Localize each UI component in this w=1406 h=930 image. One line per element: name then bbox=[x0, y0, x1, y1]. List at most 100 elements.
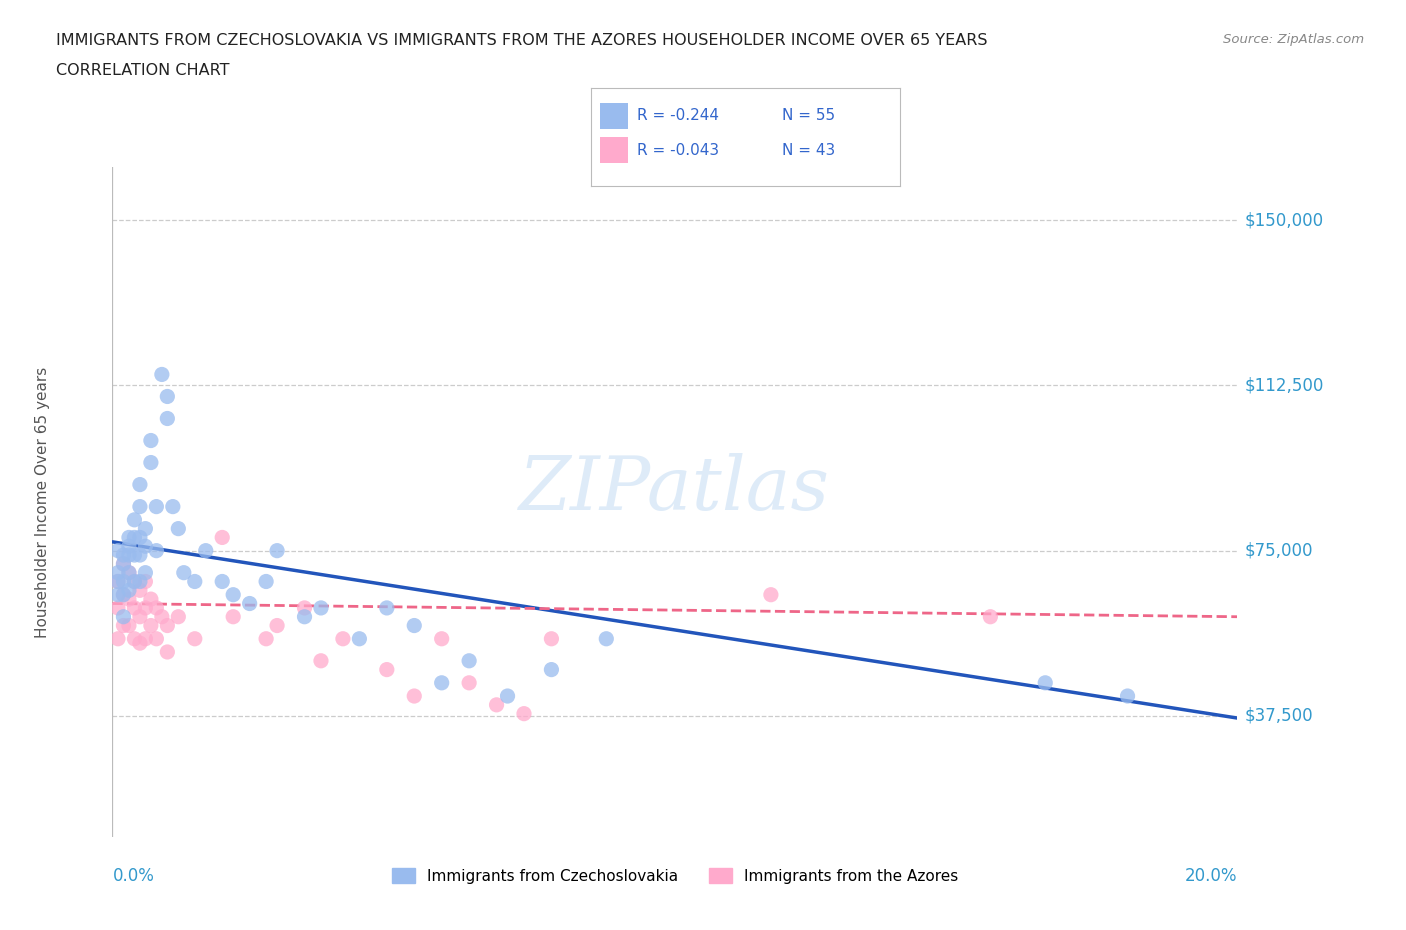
Bar bbox=[600, 138, 627, 163]
Point bbox=[118, 618, 141, 633]
Point bbox=[404, 688, 426, 703]
Text: $150,000: $150,000 bbox=[1244, 211, 1323, 230]
Point bbox=[184, 631, 207, 646]
Text: R = -0.043: R = -0.043 bbox=[637, 142, 718, 157]
Text: $112,500: $112,500 bbox=[1244, 377, 1323, 394]
Point bbox=[309, 601, 332, 616]
Point bbox=[430, 631, 453, 646]
Point bbox=[124, 631, 146, 646]
Text: $37,500: $37,500 bbox=[1244, 707, 1313, 724]
Text: N = 43: N = 43 bbox=[782, 142, 835, 157]
Point bbox=[485, 698, 508, 712]
Point bbox=[375, 662, 398, 677]
Text: IMMIGRANTS FROM CZECHOSLOVAKIA VS IMMIGRANTS FROM THE AZORES HOUSEHOLDER INCOME : IMMIGRANTS FROM CZECHOSLOVAKIA VS IMMIGR… bbox=[56, 33, 988, 47]
Point bbox=[112, 587, 135, 602]
Point bbox=[107, 574, 129, 589]
Point bbox=[112, 587, 135, 602]
Point bbox=[759, 587, 782, 602]
Legend: Immigrants from Czechoslovakia, Immigrants from the Azores: Immigrants from Czechoslovakia, Immigran… bbox=[385, 861, 965, 890]
Point bbox=[222, 609, 245, 624]
Text: CORRELATION CHART: CORRELATION CHART bbox=[56, 63, 229, 78]
Text: N = 55: N = 55 bbox=[782, 108, 835, 123]
Point bbox=[112, 548, 135, 563]
Point bbox=[134, 521, 156, 536]
Point bbox=[124, 512, 146, 527]
Point bbox=[139, 618, 162, 633]
Point bbox=[124, 548, 146, 563]
Point bbox=[134, 601, 156, 616]
Point bbox=[309, 654, 332, 669]
Point bbox=[332, 631, 354, 646]
Point bbox=[107, 601, 129, 616]
Point bbox=[118, 583, 141, 598]
Point bbox=[107, 543, 129, 558]
Point bbox=[107, 565, 129, 580]
Point bbox=[211, 574, 233, 589]
Point bbox=[375, 601, 398, 616]
Point bbox=[222, 587, 245, 602]
Point bbox=[211, 530, 233, 545]
Bar bbox=[600, 103, 627, 128]
Point bbox=[595, 631, 617, 646]
Point bbox=[254, 631, 277, 646]
Point bbox=[112, 556, 135, 571]
Point bbox=[129, 583, 152, 598]
Point bbox=[162, 499, 184, 514]
Point bbox=[112, 556, 135, 571]
Point bbox=[129, 477, 152, 492]
Point bbox=[266, 618, 288, 633]
Point bbox=[134, 574, 156, 589]
Point bbox=[129, 530, 152, 545]
Point bbox=[112, 609, 135, 624]
Point bbox=[107, 587, 129, 602]
Point bbox=[513, 706, 536, 721]
Point bbox=[129, 574, 152, 589]
Point bbox=[156, 644, 179, 659]
Point bbox=[167, 609, 190, 624]
Point bbox=[124, 574, 146, 589]
Point bbox=[145, 631, 167, 646]
Point bbox=[1033, 675, 1056, 690]
Point bbox=[134, 565, 156, 580]
Point bbox=[404, 618, 426, 633]
Point bbox=[458, 675, 481, 690]
Point bbox=[139, 591, 162, 606]
Point bbox=[118, 538, 141, 553]
Point bbox=[496, 688, 519, 703]
Point bbox=[173, 565, 195, 580]
Point bbox=[167, 521, 190, 536]
Point bbox=[266, 543, 288, 558]
Point bbox=[118, 565, 141, 580]
Point bbox=[150, 367, 173, 382]
Point bbox=[1116, 688, 1139, 703]
Point bbox=[156, 618, 179, 633]
Point bbox=[145, 601, 167, 616]
Point bbox=[107, 574, 129, 589]
Point bbox=[430, 675, 453, 690]
Point bbox=[139, 455, 162, 470]
Text: ZIPatlas: ZIPatlas bbox=[519, 453, 831, 525]
Point bbox=[118, 565, 141, 580]
Point bbox=[184, 574, 207, 589]
Point bbox=[112, 618, 135, 633]
Point bbox=[239, 596, 262, 611]
Point bbox=[118, 591, 141, 606]
Point bbox=[294, 601, 316, 616]
Text: Source: ZipAtlas.com: Source: ZipAtlas.com bbox=[1223, 33, 1364, 46]
Text: Householder Income Over 65 years: Householder Income Over 65 years bbox=[35, 366, 49, 638]
Point bbox=[129, 548, 152, 563]
Text: R = -0.244: R = -0.244 bbox=[637, 108, 718, 123]
Point bbox=[129, 609, 152, 624]
Point bbox=[150, 609, 173, 624]
Point bbox=[139, 433, 162, 448]
Point bbox=[254, 574, 277, 589]
Point bbox=[124, 601, 146, 616]
Point bbox=[458, 654, 481, 669]
Point bbox=[979, 609, 1001, 624]
Point bbox=[145, 499, 167, 514]
Point bbox=[156, 411, 179, 426]
Point bbox=[118, 548, 141, 563]
Point bbox=[134, 631, 156, 646]
Point bbox=[118, 530, 141, 545]
Point bbox=[107, 631, 129, 646]
